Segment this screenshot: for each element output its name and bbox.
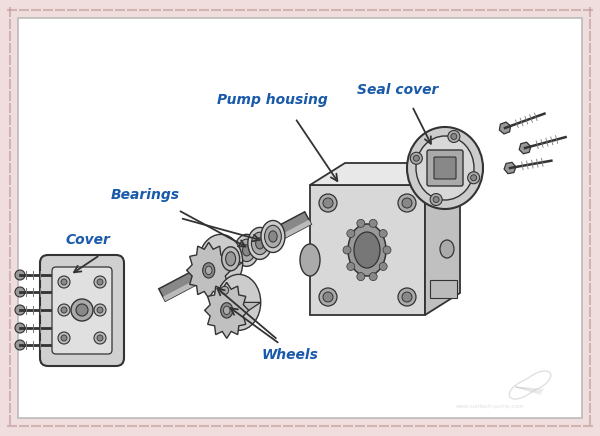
Circle shape: [347, 229, 355, 238]
Polygon shape: [504, 162, 516, 174]
FancyBboxPatch shape: [434, 157, 456, 179]
Circle shape: [402, 292, 412, 302]
FancyBboxPatch shape: [52, 267, 112, 354]
Circle shape: [61, 279, 67, 285]
Text: Bearings: Bearings: [110, 188, 179, 202]
Circle shape: [398, 288, 416, 306]
Circle shape: [379, 229, 387, 238]
Circle shape: [451, 133, 457, 140]
Text: Seal cover: Seal cover: [358, 83, 439, 97]
Ellipse shape: [221, 247, 239, 271]
Ellipse shape: [199, 235, 243, 290]
Polygon shape: [159, 212, 311, 301]
Circle shape: [58, 276, 70, 288]
Ellipse shape: [354, 232, 380, 268]
Ellipse shape: [251, 232, 268, 255]
Ellipse shape: [440, 240, 454, 258]
Circle shape: [15, 305, 25, 315]
Circle shape: [61, 335, 67, 341]
Ellipse shape: [348, 224, 386, 276]
Circle shape: [94, 304, 106, 316]
Polygon shape: [499, 122, 511, 134]
Polygon shape: [425, 163, 460, 315]
Circle shape: [323, 198, 333, 208]
FancyBboxPatch shape: [40, 255, 124, 366]
Ellipse shape: [205, 266, 212, 275]
Circle shape: [97, 307, 103, 313]
Circle shape: [58, 332, 70, 344]
Ellipse shape: [235, 234, 259, 266]
Circle shape: [430, 194, 442, 205]
Circle shape: [402, 198, 412, 208]
Circle shape: [221, 286, 229, 294]
Circle shape: [343, 246, 351, 254]
Ellipse shape: [265, 225, 281, 248]
Polygon shape: [187, 242, 231, 298]
Ellipse shape: [226, 252, 236, 266]
Circle shape: [369, 219, 377, 227]
Ellipse shape: [203, 262, 215, 278]
Text: Cover: Cover: [65, 233, 110, 247]
Ellipse shape: [300, 244, 320, 276]
Circle shape: [58, 304, 70, 316]
Ellipse shape: [221, 303, 233, 318]
Circle shape: [383, 246, 391, 254]
Circle shape: [97, 279, 103, 285]
Circle shape: [379, 262, 387, 270]
Ellipse shape: [71, 299, 93, 321]
Circle shape: [319, 288, 337, 306]
Polygon shape: [205, 302, 261, 310]
Circle shape: [369, 272, 377, 281]
Text: www.suntech-pump.com: www.suntech-pump.com: [456, 404, 524, 409]
Circle shape: [319, 194, 337, 212]
Circle shape: [467, 172, 479, 184]
Ellipse shape: [248, 228, 272, 259]
FancyBboxPatch shape: [18, 18, 582, 418]
Polygon shape: [187, 262, 243, 270]
Ellipse shape: [269, 231, 277, 242]
Polygon shape: [205, 283, 249, 338]
Circle shape: [413, 155, 419, 161]
Ellipse shape: [256, 238, 264, 249]
Circle shape: [61, 307, 67, 313]
Circle shape: [15, 340, 25, 350]
Polygon shape: [163, 220, 311, 301]
Polygon shape: [519, 142, 531, 154]
Text: Pump housing: Pump housing: [217, 93, 328, 107]
Circle shape: [433, 197, 439, 203]
Circle shape: [448, 130, 460, 143]
Circle shape: [323, 292, 333, 302]
Circle shape: [15, 270, 25, 280]
Text: Wheels: Wheels: [262, 348, 319, 362]
Circle shape: [15, 287, 25, 297]
Circle shape: [94, 276, 106, 288]
Ellipse shape: [223, 306, 230, 314]
Circle shape: [15, 323, 25, 333]
FancyBboxPatch shape: [427, 150, 463, 186]
Circle shape: [410, 152, 422, 164]
Ellipse shape: [242, 245, 251, 256]
Circle shape: [94, 332, 106, 344]
Ellipse shape: [261, 221, 285, 252]
Circle shape: [97, 335, 103, 341]
Ellipse shape: [217, 274, 261, 330]
Ellipse shape: [76, 304, 88, 316]
Ellipse shape: [416, 136, 474, 200]
Ellipse shape: [407, 127, 483, 209]
Bar: [430, 280, 457, 298]
Circle shape: [357, 272, 365, 281]
Circle shape: [357, 219, 365, 227]
Ellipse shape: [238, 239, 255, 262]
Circle shape: [470, 175, 476, 181]
Circle shape: [347, 262, 355, 270]
Circle shape: [398, 194, 416, 212]
Polygon shape: [310, 163, 460, 185]
Polygon shape: [310, 185, 425, 315]
